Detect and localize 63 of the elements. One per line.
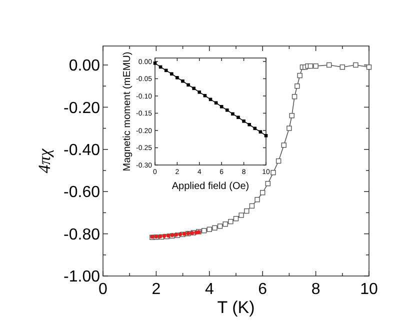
- point: [203, 94, 207, 98]
- point: [228, 218, 234, 224]
- point: [340, 64, 345, 70]
- point: [313, 63, 318, 69]
- point: [297, 72, 302, 78]
- y-tick-label: -0.80: [64, 226, 100, 244]
- point: [176, 76, 179, 80]
- point: [292, 94, 298, 100]
- point: [236, 116, 240, 120]
- x-tick-label: 2: [152, 281, 161, 298]
- x-tick-label: 6: [258, 281, 268, 298]
- point: [162, 234, 166, 238]
- point: [264, 134, 268, 138]
- point: [231, 112, 234, 116]
- point: [181, 79, 184, 83]
- point: [214, 101, 218, 105]
- point: [153, 62, 157, 65]
- point: [265, 180, 271, 186]
- point: [353, 62, 358, 68]
- point: [308, 63, 314, 69]
- point: [170, 72, 174, 76]
- point: [206, 226, 212, 232]
- point: [276, 158, 282, 164]
- x-tick-label: 4: [204, 281, 214, 298]
- point: [326, 62, 332, 68]
- point: [212, 225, 218, 230]
- point: [249, 203, 255, 209]
- y-axis-title: Magnetic moment (mEMU): [122, 52, 133, 172]
- point: [222, 221, 228, 227]
- point: [226, 108, 229, 112]
- x-tick-label: 10: [360, 281, 378, 298]
- y-tick-label: 0.00: [68, 58, 100, 75]
- point: [281, 142, 286, 148]
- point: [294, 83, 300, 89]
- x-axis-title: T (K): [217, 298, 255, 317]
- y-tick-label: -1.00: [64, 268, 100, 286]
- point: [286, 126, 292, 131]
- x-axis-title: Applied field (Oe): [172, 181, 250, 192]
- y-tick-label: -0.20: [64, 100, 100, 117]
- point: [366, 64, 372, 70]
- point: [248, 122, 251, 126]
- point: [186, 83, 190, 87]
- point: [270, 170, 276, 176]
- point: [201, 228, 207, 234]
- point: [260, 190, 266, 196]
- y-axis-title: 4πχ: [35, 148, 54, 174]
- y-tick-label: -0.60: [64, 184, 100, 202]
- point: [217, 224, 223, 229]
- point: [233, 216, 239, 222]
- point: [289, 113, 294, 118]
- point: [254, 197, 260, 202]
- point: [164, 68, 168, 72]
- x-tick-label: 0: [98, 281, 108, 298]
- point: [192, 86, 196, 90]
- point: [198, 90, 202, 94]
- point: [238, 212, 244, 218]
- point: [178, 232, 182, 236]
- x-tick-label: 8: [311, 281, 320, 298]
- point: [244, 208, 250, 214]
- y-tick-label: -0.40: [64, 142, 100, 159]
- point: [220, 105, 224, 108]
- point: [258, 130, 262, 134]
- point: [242, 120, 246, 123]
